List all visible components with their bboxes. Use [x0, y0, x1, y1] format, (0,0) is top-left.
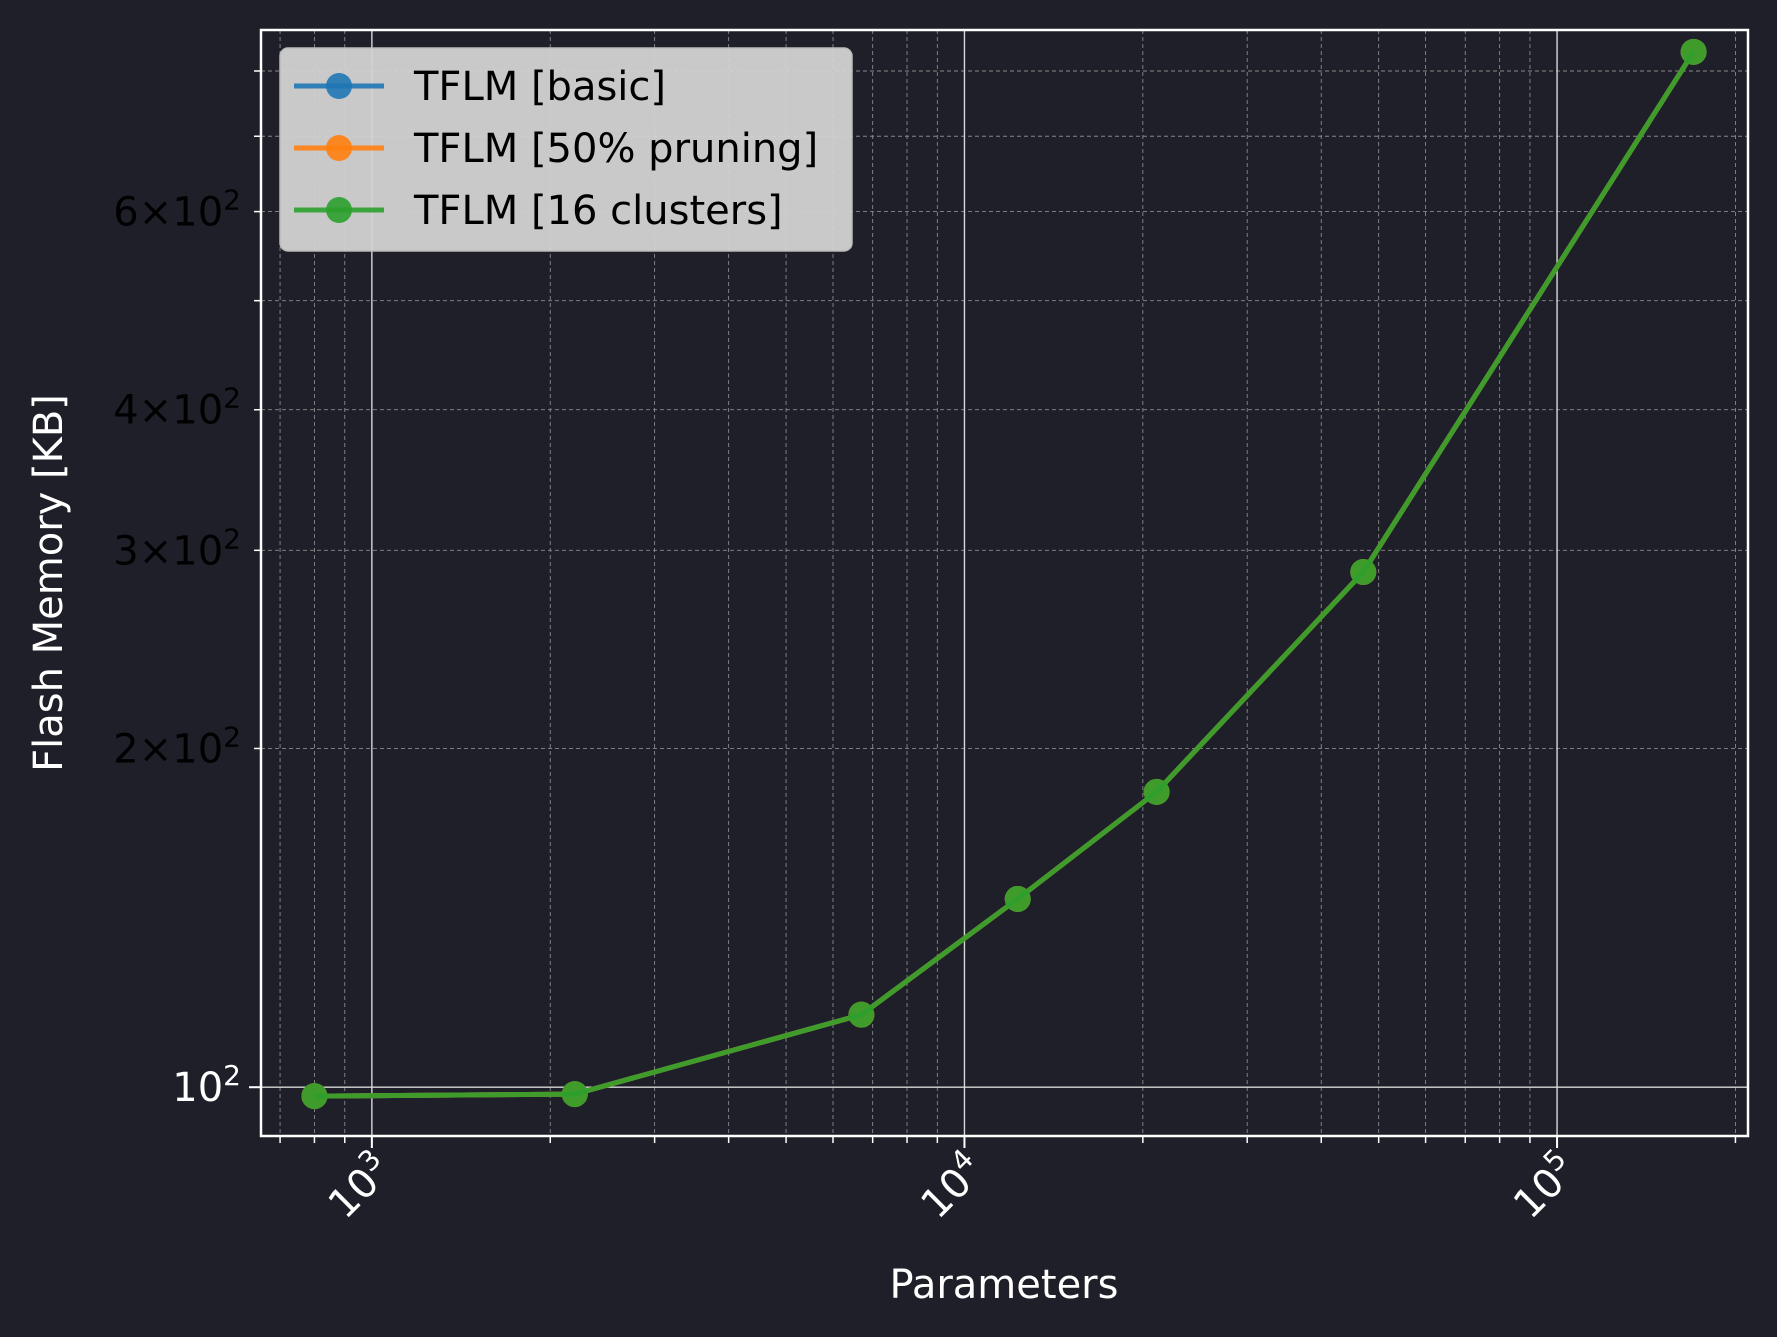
legend-marker-0 — [326, 73, 352, 99]
y-tick-label: 102 — [172, 1059, 241, 1111]
x-tick-label: 105 — [1501, 1142, 1586, 1227]
legend-label-1: TFLM [50% pruning] — [413, 126, 818, 172]
data-point — [1143, 778, 1170, 805]
legend-label-0: TFLM [basic] — [413, 64, 666, 110]
legend-marker-2 — [326, 197, 352, 223]
plot-frame — [259, 28, 1750, 1138]
data-point — [1680, 38, 1707, 65]
data-point — [561, 1081, 588, 1108]
data-point — [848, 1001, 875, 1028]
x-axis-label: Parameters — [890, 1262, 1119, 1308]
y-tick-label: 3×102 — [113, 522, 241, 574]
legend-box — [279, 47, 853, 252]
x-tick-label: 104 — [908, 1142, 993, 1227]
x-tick-label: 103 — [316, 1142, 401, 1227]
legend-marker-1 — [326, 135, 352, 161]
data-point — [301, 1083, 328, 1110]
data-point — [1004, 885, 1031, 912]
y-tick-label: 4×102 — [113, 382, 241, 434]
y-tick-label: 2×102 — [113, 720, 241, 772]
data-point — [1350, 558, 1377, 585]
legend-label-2: TFLM [16 clusters] — [413, 188, 783, 234]
y-axis-label: Flash Memory [KB] — [26, 394, 72, 772]
y-tick-label: 6×102 — [113, 184, 241, 236]
